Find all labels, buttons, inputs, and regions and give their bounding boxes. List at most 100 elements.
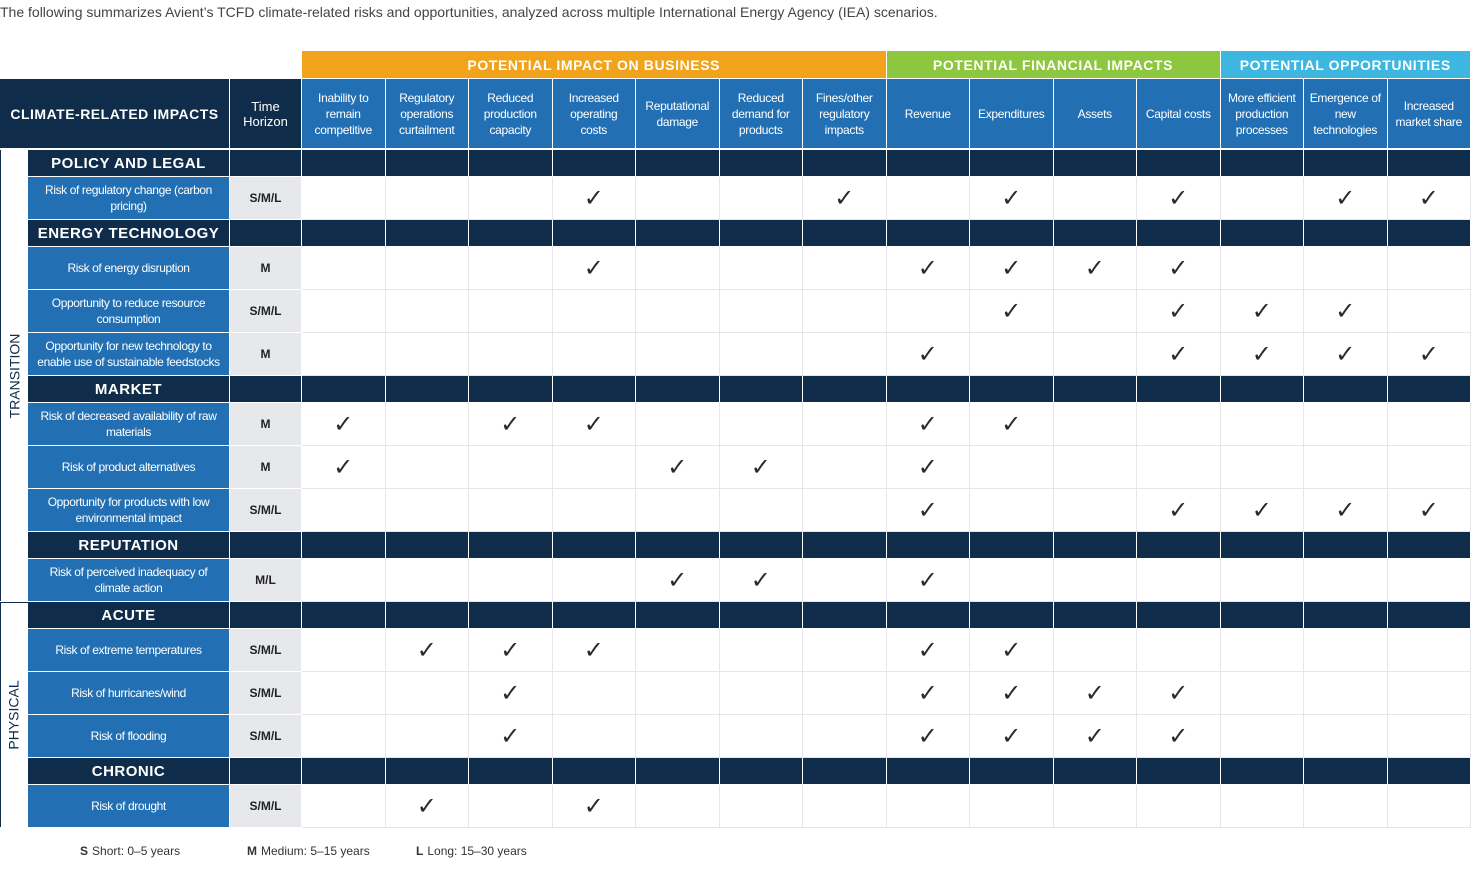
check-cell: ✓ [1304, 489, 1388, 532]
category-bar [886, 532, 969, 558]
category-bar [719, 532, 802, 558]
category-bar [1387, 150, 1470, 176]
category-bar [385, 532, 468, 558]
category-bar [385, 758, 468, 784]
category-bar [1053, 532, 1136, 558]
category-bar [552, 602, 635, 628]
category-bar [1137, 220, 1220, 246]
check-cell [469, 489, 553, 532]
category-bar [302, 758, 385, 784]
check-cell [302, 489, 386, 532]
check-cell [636, 629, 720, 672]
row-label: Risk of drought [28, 785, 229, 827]
category-bar [636, 376, 719, 402]
check-cell: ✓ [636, 559, 720, 602]
check-cell [302, 177, 386, 220]
column-header: Increased operating costs [552, 79, 635, 148]
time-horizon: M [230, 403, 301, 445]
legend-key: M [247, 844, 257, 858]
column-header: Assets [1053, 79, 1136, 148]
check-cell [385, 715, 469, 758]
check-cell [636, 489, 720, 532]
time-horizon: S/M/L [230, 715, 301, 757]
check-cell: ✓ [552, 247, 636, 290]
check-cell [385, 446, 469, 489]
category-bar [636, 602, 719, 628]
check-cell [719, 489, 803, 532]
category-bar [552, 758, 635, 784]
column-header: More efficient production processes [1220, 79, 1303, 148]
check-cell [636, 715, 720, 758]
check-cell [1137, 629, 1221, 672]
column-header: Increased market share [1387, 79, 1470, 148]
check-cell [803, 403, 887, 446]
category-title: ENERGY TECHNOLOGY [28, 220, 229, 246]
category-title: ACUTE [28, 602, 229, 628]
row-label: Risk of regulatory change (carbon pricin… [28, 177, 229, 219]
check-cell [1053, 785, 1137, 828]
category-bar [552, 220, 635, 246]
category-bar [230, 602, 301, 628]
group-header: POTENTIAL IMPACT ON BUSINESS [302, 51, 886, 78]
check-cell [803, 446, 887, 489]
check-cell [1387, 785, 1471, 828]
check-cell: ✓ [886, 333, 970, 376]
category-bar [230, 150, 301, 176]
time-horizon: M [230, 446, 301, 488]
check-cell [1387, 446, 1471, 489]
category-bar [552, 532, 635, 558]
legend-text: Medium: 5–15 years [261, 844, 370, 858]
check-cell: ✓ [886, 629, 970, 672]
row-label: Opportunity for new technology to enable… [28, 333, 229, 375]
column-header: Reduced demand for products [719, 79, 802, 148]
check-cell [1220, 715, 1304, 758]
category-bar [230, 532, 301, 558]
category-bar [803, 758, 886, 784]
category-bar [1387, 376, 1470, 402]
category-bar [469, 532, 552, 558]
check-cell: ✓ [970, 403, 1054, 446]
section-label: PHYSICAL [0, 680, 28, 749]
category-bar [970, 758, 1053, 784]
check-cell: ✓ [803, 177, 887, 220]
category-bar [385, 150, 468, 176]
row-label: Risk of flooding [28, 715, 229, 757]
column-header: Capital costs [1137, 79, 1220, 148]
category-bar [1220, 532, 1303, 558]
check-cell [302, 785, 386, 828]
check-cell [1387, 672, 1471, 715]
section-bracket [0, 602, 28, 827]
category-bar [1220, 376, 1303, 402]
check-cell [552, 672, 636, 715]
category-bar [230, 220, 301, 246]
category-bar [719, 758, 802, 784]
category-bar [1304, 602, 1387, 628]
check-cell [1137, 403, 1221, 446]
category-bar [1304, 220, 1387, 246]
category-bar [469, 602, 552, 628]
column-header: Reduced production capacity [469, 79, 552, 148]
check-cell [803, 247, 887, 290]
check-cell: ✓ [469, 715, 553, 758]
check-cell [1053, 290, 1137, 333]
category-bar [719, 220, 802, 246]
check-cell [1053, 629, 1137, 672]
category-bar [636, 220, 719, 246]
check-cell [385, 247, 469, 290]
check-cell [719, 629, 803, 672]
check-cell [970, 785, 1054, 828]
column-header: Inability to remain competitive [302, 79, 385, 148]
category-bar [1053, 150, 1136, 176]
check-cell [970, 489, 1054, 532]
row-label: Risk of hurricanes/wind [28, 672, 229, 714]
check-cell: ✓ [719, 559, 803, 602]
category-bar [1220, 602, 1303, 628]
check-cell [1220, 559, 1304, 602]
check-cell [1304, 715, 1388, 758]
category-bar [1137, 532, 1220, 558]
check-cell [552, 290, 636, 333]
check-cell [1304, 559, 1388, 602]
category-bar [636, 532, 719, 558]
check-cell: ✓ [302, 403, 386, 446]
row-label: Risk of perceived inadequacy of climate … [28, 559, 229, 601]
